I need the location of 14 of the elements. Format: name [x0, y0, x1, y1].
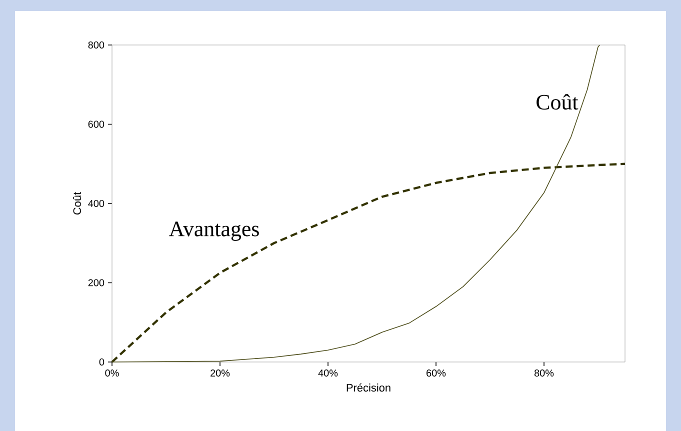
y-axis-title: Coût	[72, 192, 82, 215]
x-tick-label: 0%	[105, 370, 119, 377]
x-tick-label: 20%	[210, 370, 230, 377]
x-tick-label: 80%	[534, 370, 554, 377]
series-label: Coût	[536, 94, 578, 110]
x-tick-label: 60%	[426, 370, 446, 377]
y-tick-label: 800	[88, 41, 104, 49]
y-tick-label: 0	[99, 358, 104, 366]
y-tick-label: 200	[88, 279, 104, 286]
x-axis-title: Précision	[346, 383, 390, 392]
x-tick-label: 40%	[318, 370, 338, 377]
y-tick-label: 400	[88, 200, 104, 208]
series-label: Avantages	[169, 222, 259, 241]
y-tick-label: 600	[88, 120, 104, 128]
